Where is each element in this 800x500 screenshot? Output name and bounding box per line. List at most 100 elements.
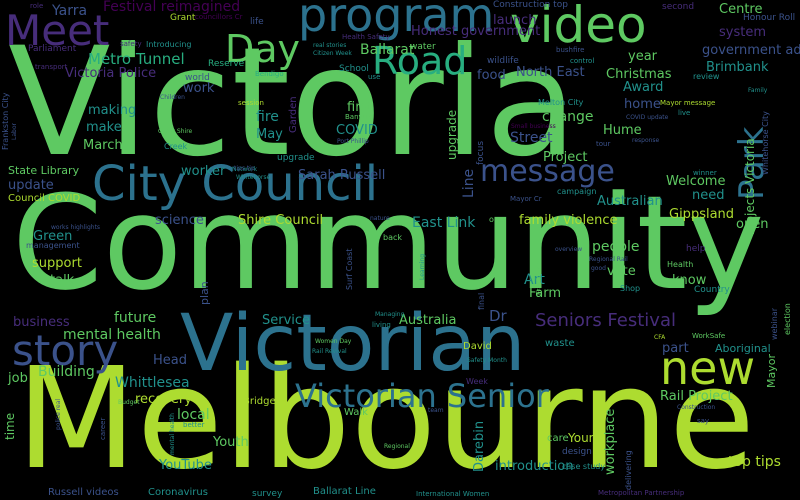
word-day: Day [225, 27, 301, 71]
word-people: people [592, 239, 640, 255]
word-home: home [624, 97, 661, 112]
word-citizen-week: Citizen Week [313, 50, 352, 57]
word-workplace: workplace [603, 408, 618, 475]
word-video: video [510, 0, 647, 54]
word-case-study: case study [562, 462, 606, 471]
word-international-women: International Women [416, 490, 490, 498]
word-webinar: webinar [770, 307, 779, 340]
word-job: job [8, 371, 28, 386]
word-family-violence: family violence [519, 213, 618, 228]
word-police-real: police real [55, 398, 62, 430]
word-sarah-russell: Sarah Russell [298, 168, 386, 183]
word-port-phillip: Port Phillip [337, 138, 369, 145]
word-program: program [298, 0, 495, 42]
word-covid-update: COVID update [626, 114, 669, 121]
word-support: support [32, 256, 82, 271]
word-melton-city: Melton City [538, 98, 584, 107]
word-ballarat-line: Ballarat Line [313, 486, 376, 497]
word-north-east: North East [516, 65, 585, 80]
word-campaign: campaign [557, 187, 597, 196]
word-launch: launch [493, 13, 537, 28]
word-bridge: Bridge [243, 396, 276, 407]
word-regional-rail: Regional Rail [589, 256, 628, 263]
word-part: part [662, 341, 689, 356]
word-community: Community [12, 167, 765, 319]
word-living: living [372, 321, 391, 329]
word-cfa: CFA [654, 334, 666, 341]
word-safety: safety [120, 40, 142, 48]
word-covid: COVID [336, 123, 378, 138]
word-government-ad: government ad [702, 43, 800, 58]
word-project: Project [543, 150, 588, 165]
word-welcome: Welcome [666, 174, 726, 189]
word-live: live [678, 109, 691, 117]
word-family: Family [748, 87, 768, 94]
word-team: team [428, 407, 444, 414]
word-construction-top: Construction top [493, 0, 568, 10]
word-rail-revival: Rail Revival [312, 348, 347, 355]
word-good: good [591, 265, 606, 272]
word-transport: transport [35, 63, 68, 71]
word-plan: plan [198, 281, 211, 305]
word-life: life [250, 17, 264, 27]
word-country: Country [694, 285, 730, 295]
word-care: care [547, 433, 569, 444]
word-honest-government: Honest government [411, 24, 541, 39]
word-building: Building [38, 364, 95, 380]
word-mayor-message: Mayor message [660, 99, 716, 107]
word-bushfire: bushfire [556, 46, 585, 54]
word-food: food [477, 68, 506, 83]
word-tips-tip: tips tip [234, 165, 255, 172]
word-meet: Meet [5, 6, 110, 55]
word-election: election [783, 303, 792, 335]
word-whitehorse: Whitehorse [236, 174, 271, 181]
word-festival-reimagined: Festival reimagined [103, 0, 241, 15]
word-one: one [489, 215, 504, 224]
word-update: update [8, 178, 54, 193]
word-mental-health: mental health [63, 327, 161, 343]
word-science: science [155, 213, 204, 228]
word-service: Service [262, 313, 311, 328]
word-children: Children [160, 94, 185, 101]
word-walk: Walk [344, 407, 368, 418]
word-learning: Learning [419, 253, 426, 280]
word-women-day: Women Day [315, 338, 352, 345]
word-survey: survey [252, 489, 283, 499]
word-top-tips: top tips [728, 454, 781, 470]
word-upgrade: upgrade [277, 153, 315, 163]
word-christmas: Christmas [606, 67, 672, 82]
word-message: message [480, 154, 615, 189]
word-east-link: East Link [412, 215, 476, 231]
word-art: Art [524, 272, 545, 288]
word-water: water [410, 42, 436, 52]
word-fire: fire [256, 109, 279, 125]
word-first: first [347, 100, 373, 115]
word-delivering: delivering [624, 450, 633, 490]
word-real-stories: real stories [313, 42, 347, 49]
word-line: Line [461, 168, 477, 198]
word-darebin: Darebin [472, 420, 487, 472]
word-future: future [114, 310, 157, 326]
word-work: work [183, 81, 215, 96]
word-say: say [697, 417, 710, 425]
word-grant: Grant [170, 13, 196, 23]
word-introducing: Introducing [146, 40, 192, 49]
word-network: Network [232, 166, 258, 173]
word-need: need [692, 188, 725, 203]
word-managing: Managing [375, 311, 405, 318]
word-dr: Dr [489, 307, 507, 325]
word-victorian: Victorian [180, 299, 526, 389]
word-budget: Budget [118, 399, 140, 406]
word-response: response [632, 137, 660, 144]
word-bendigo: Bendigo [255, 70, 284, 78]
word-banyule: Banyule [345, 113, 374, 121]
word-victorian-senior: Victorian Senior [295, 377, 549, 415]
word-safety-month: Safety Month [467, 357, 507, 364]
word-youtube: YouTube [159, 458, 212, 473]
word-career: career [99, 417, 107, 440]
word-making: making [88, 103, 137, 118]
word-mayor: Mayor [765, 354, 778, 388]
word-management: management [26, 241, 80, 250]
word-world: world [185, 73, 210, 83]
word-david: David [463, 341, 492, 352]
